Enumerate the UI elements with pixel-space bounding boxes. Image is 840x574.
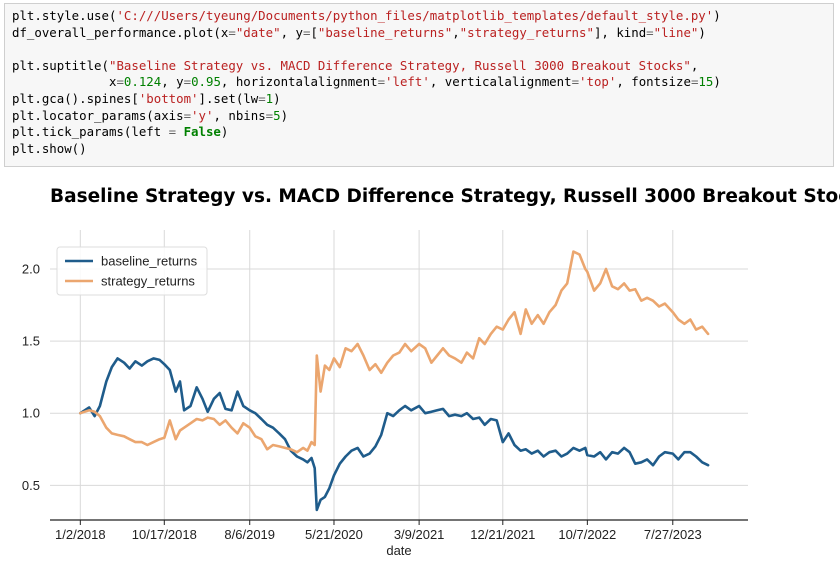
chart-title: Baseline Strategy vs. MACD Difference St… xyxy=(50,186,840,207)
code-token: plt.locator_params(axis xyxy=(12,107,184,123)
code-token: ) xyxy=(698,24,706,40)
code-token: = xyxy=(116,74,124,90)
code-token: 'left' xyxy=(385,74,430,90)
code-token: = xyxy=(265,107,274,123)
code-token: 15 xyxy=(698,74,714,90)
code-line: plt.show() xyxy=(12,141,827,158)
code-token: , y xyxy=(161,74,184,90)
code-token: plt.style.use( xyxy=(12,8,117,23)
series-line-strategy_returns xyxy=(79,250,710,454)
code-cell[interactable]: plt.style.use('C:///Users/tyeung/Documen… xyxy=(4,3,834,167)
x-tick-label: 5/21/2020 xyxy=(305,527,363,542)
x-tick-label: 1/2/2018 xyxy=(55,527,106,542)
code-token: 5 xyxy=(273,107,281,123)
legend-box xyxy=(56,246,208,296)
code-token: "baseline_returns" xyxy=(317,24,453,40)
grid-lines xyxy=(50,230,748,520)
code-token: 0.95 xyxy=(191,74,221,90)
x-axis-label: date xyxy=(386,543,411,558)
series-line-baseline_returns xyxy=(79,357,710,512)
code-token: 'y' xyxy=(191,107,214,123)
code-token: = xyxy=(377,74,386,90)
y-tick-label: 0.5 xyxy=(22,478,40,493)
code-line xyxy=(12,41,827,58)
axes: 1/2/2018 10/17/2018 8/6/2019 5/21/2020 3/9/2… xyxy=(22,261,748,542)
code-token: "line" xyxy=(653,24,699,40)
code-token: , xyxy=(452,24,460,40)
series-lines xyxy=(79,250,710,512)
code-line: plt.suptitle("Baseline Strategy vs. MACD… xyxy=(12,58,827,75)
legend: baseline_returns strategy_returns xyxy=(56,246,208,296)
code-token: 0.124 xyxy=(123,74,162,90)
code-token: = xyxy=(183,107,192,123)
code-line: plt.tick_params(left = False) xyxy=(12,124,827,141)
code-token: 'top' xyxy=(579,74,617,90)
code-token: plt.gca().spines[ xyxy=(12,90,139,106)
line-chart: Baseline Strategy vs. MACD Difference St… xyxy=(22,186,840,558)
y-tick-label: 1.0 xyxy=(22,406,40,421)
code-token: x xyxy=(12,74,117,90)
code-token: ) xyxy=(273,90,281,106)
x-tick-label: 8/6/2019 xyxy=(224,527,275,542)
code-token: , xyxy=(690,57,699,73)
code-token: ].set(lw xyxy=(198,90,259,106)
x-tick-label: 12/21/2021 xyxy=(470,527,535,542)
y-tick-label: 1.5 xyxy=(22,334,40,349)
code-token: = xyxy=(571,74,580,90)
code-token: = xyxy=(258,90,266,106)
code-token: df_overall_performance.plot(x xyxy=(12,24,229,40)
code-token: "Baseline Strategy vs. MACD Difference S… xyxy=(108,57,691,73)
code-token: , nbins xyxy=(213,107,266,123)
code-token: plt.suptitle( xyxy=(12,57,109,73)
code-token: , horizontalalignment xyxy=(220,74,378,90)
code-token xyxy=(176,124,183,139)
x-tick-label: 10/7/2022 xyxy=(558,527,616,542)
code-token: = xyxy=(646,24,654,40)
code-token: , fontsize xyxy=(616,74,691,90)
code-token: = xyxy=(183,74,192,90)
code-line: x=0.124, y=0.95, horizontalalignment='le… xyxy=(12,74,827,91)
code-token: "date" xyxy=(235,24,281,40)
code-token: ], kind xyxy=(593,24,647,40)
code-token: 1 xyxy=(265,90,274,106)
code-token: "strategy_returns" xyxy=(459,24,594,40)
code-token: [ xyxy=(310,24,318,40)
code-token: ) xyxy=(220,124,229,140)
code-line: plt.style.use('C:///Users/tyeung/Documen… xyxy=(12,8,827,25)
chart-figure: Baseline Strategy vs. MACD Difference St… xyxy=(0,168,840,574)
code-line: df_overall_performance.plot(x="date", y=… xyxy=(12,25,827,42)
legend-label: strategy_returns xyxy=(101,274,195,289)
code-token: = xyxy=(228,24,236,40)
y-tick-label: 2.0 xyxy=(22,261,40,276)
code-token: plt.show() xyxy=(12,140,87,156)
code-token: 'C:///Users/tyeung/Documents/python_file… xyxy=(116,8,714,23)
code-token: ) xyxy=(713,8,721,23)
code-token: ) xyxy=(713,74,721,90)
code-token: , y xyxy=(280,24,303,40)
code-token: plt.tick_params(left xyxy=(12,124,169,140)
legend-label: baseline_returns xyxy=(101,254,198,269)
code-token: False xyxy=(183,124,221,140)
code-block: plt.style.use('C:///Users/tyeung/Documen… xyxy=(12,8,827,157)
x-tick-label: 3/9/2021 xyxy=(394,527,445,542)
x-tick-label: 7/27/2023 xyxy=(644,527,702,542)
x-tick-label: 10/17/2018 xyxy=(132,527,197,542)
code-token: = xyxy=(302,24,311,40)
code-token: ) xyxy=(280,107,289,123)
code-token: = xyxy=(168,124,177,140)
code-token: = xyxy=(690,74,699,90)
code-line: plt.locator_params(axis='y', nbins=5) xyxy=(12,108,827,125)
code-line: plt.gca().spines['bottom'].set(lw=1) xyxy=(12,91,827,108)
code-token: 'bottom' xyxy=(138,90,199,106)
code-token: , verticalalignment xyxy=(429,74,572,90)
